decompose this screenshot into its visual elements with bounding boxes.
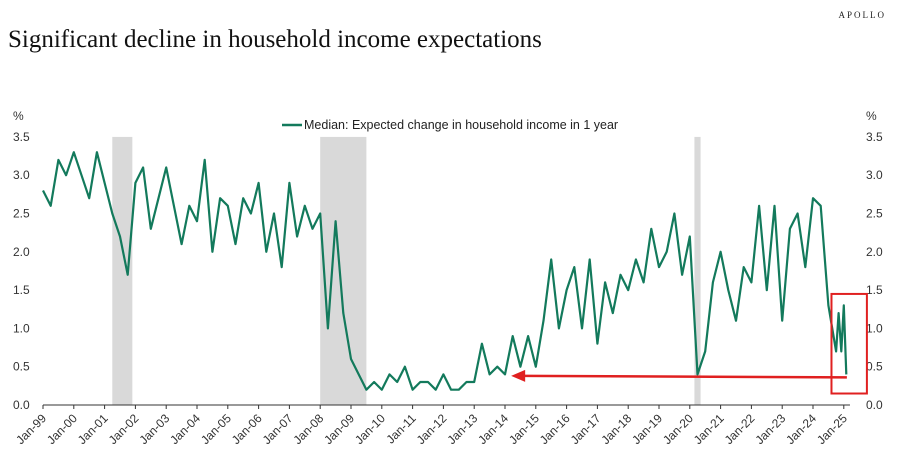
- y-tick-label-left: 1.5: [13, 283, 30, 297]
- x-tick-label: Jan-11: [383, 411, 418, 446]
- recession-band: [112, 136, 133, 405]
- recession-band: [694, 136, 701, 405]
- x-tick-label: Jan-06: [229, 411, 265, 447]
- y-tick-label-right: 3.0: [866, 168, 883, 182]
- y-tick-label-left: 2.0: [13, 245, 30, 259]
- annotation-arrow-line: [523, 374, 847, 379]
- x-tick-label: Jan-01: [75, 411, 111, 447]
- legend: Median: Expected change in household inc…: [282, 118, 618, 132]
- y-tick-label-left: 3.0: [13, 168, 30, 182]
- y-tick-label-right: 0.5: [866, 360, 883, 374]
- series-line: [42, 151, 848, 391]
- x-tick-label: Jan-07: [260, 411, 296, 447]
- brand-logo: APOLLO: [838, 10, 886, 20]
- x-tick-label: Jan-00: [44, 411, 80, 447]
- y-tick-label-left: 0.0: [13, 398, 30, 412]
- annotation-box: [830, 292, 868, 395]
- y-axis-right-unit: %: [866, 109, 877, 123]
- y-tick-label-right: 1.0: [866, 321, 883, 335]
- y-tick-label-left: 2.5: [13, 207, 30, 221]
- x-tick-label: Jan-13: [444, 411, 480, 447]
- y-tick-label-left: 0.5: [13, 360, 30, 374]
- y-tick-label-right: 3.5: [866, 130, 883, 144]
- y-tick-label-right: 1.5: [866, 283, 883, 297]
- x-tick-label: Jan-15: [506, 411, 542, 447]
- chart-title: Significant decline in household income …: [8, 26, 542, 53]
- x-tick-label: Jan-22: [722, 411, 758, 447]
- y-axis-left-unit: %: [13, 109, 24, 123]
- x-tick-label: Jan-20: [660, 411, 696, 447]
- x-tick-label: Jan-25: [814, 411, 850, 447]
- x-tick-label: Jan-24: [783, 411, 819, 447]
- x-tick-label: Jan-09: [321, 411, 357, 447]
- x-tick-label: Jan-23: [752, 411, 788, 447]
- x-tick-label: Jan-21: [691, 411, 727, 447]
- y-tick-label-right: 0.0: [866, 398, 883, 412]
- x-tick-label: Jan-18: [598, 411, 634, 447]
- x-tick-label: Jan-16: [537, 411, 573, 447]
- recession-band: [320, 136, 367, 405]
- y-tick-label-right: 2.0: [866, 245, 883, 259]
- x-tick-label: Jan-12: [414, 411, 450, 447]
- annotation-arrow-head: [511, 369, 526, 382]
- x-tick-label: Jan-19: [629, 411, 665, 447]
- x-tick-label: Jan-05: [198, 411, 234, 447]
- x-tick-label: Jan-14: [475, 411, 511, 447]
- x-tick-label: Jan-03: [136, 411, 172, 447]
- y-tick-label-right: 2.5: [866, 207, 883, 221]
- x-tick-label: Jan-10: [352, 411, 388, 447]
- x-tick-label: Jan-02: [106, 411, 142, 447]
- x-tick-label: Jan-08: [290, 411, 326, 447]
- x-tick-label: Jan-04: [167, 411, 203, 447]
- y-tick-label-left: 3.5: [13, 130, 30, 144]
- x-tick-label: Jan-17: [568, 411, 604, 447]
- y-tick-label-left: 1.0: [13, 321, 30, 335]
- legend-label: Median: Expected change in household inc…: [304, 118, 618, 132]
- x-tick-label: Jan-99: [13, 411, 49, 447]
